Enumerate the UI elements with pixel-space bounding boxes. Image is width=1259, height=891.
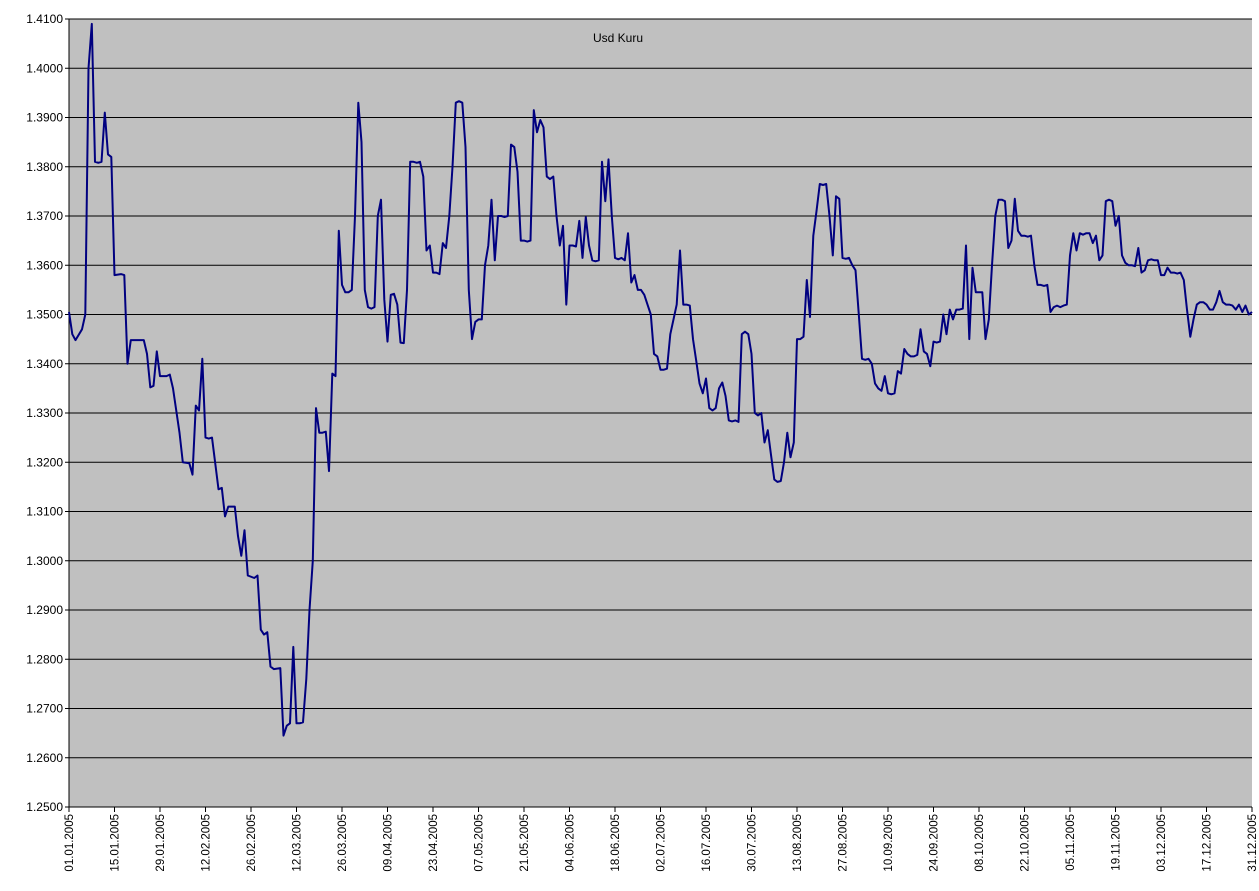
- y-tick-label: 1.3200: [26, 455, 63, 469]
- y-tick-label: 1.2900: [26, 603, 63, 617]
- x-axis-tick-labels: 01.01.2005 15.01.2005 29.01.2005 12.02.2005…: [64, 814, 1259, 872]
- x-tick-label: 09.04.2005: [383, 814, 395, 872]
- chart-title: Usd Kuru: [593, 31, 643, 45]
- y-tick-label: 1.4100: [26, 12, 63, 26]
- x-tick-label: 17.12.2005: [1202, 814, 1214, 872]
- axes: [65, 18, 1253, 812]
- x-tick-label: 01.01.2005: [64, 814, 76, 872]
- y-tick-label: 1.2700: [26, 702, 63, 716]
- x-tick-label: 24.09.2005: [929, 814, 941, 872]
- x-tick-label: 30.07.2005: [747, 814, 759, 872]
- y-tick-label: 1.3000: [26, 554, 63, 568]
- x-tick-label: 12.03.2005: [292, 814, 304, 872]
- y-tick-label: 1.3600: [26, 258, 63, 272]
- x-tick-label: 12.02.2005: [201, 814, 213, 872]
- series-line: [68, 22, 1253, 737]
- x-tick-label: 15.01.2005: [110, 814, 122, 872]
- y-tick-label: 1.4000: [26, 61, 63, 75]
- y-tick-label: 1.3800: [26, 160, 63, 174]
- x-tick-label: 27.08.2005: [838, 814, 850, 872]
- x-tick-label: 13.08.2005: [792, 814, 804, 872]
- x-tick-label: 08.10.2005: [974, 814, 986, 872]
- x-tick-label: 07.05.2005: [474, 814, 486, 872]
- y-tick-label: 1.3400: [26, 357, 63, 371]
- x-tick-label: 18.06.2005: [610, 814, 622, 872]
- x-tick-label: 03.12.2005: [1156, 814, 1168, 872]
- x-tick-label: 26.02.2005: [246, 814, 258, 872]
- y-tick-label: 1.3900: [26, 111, 63, 125]
- y-tick-label: 1.2500: [26, 800, 63, 814]
- y-tick-label: 1.3100: [26, 505, 63, 519]
- gridlines: [69, 18, 1252, 759]
- y-tick-label: 1.3500: [26, 308, 63, 322]
- y-tick-label: 1.3300: [26, 406, 63, 420]
- y-tick-label: 1.3700: [26, 209, 63, 223]
- x-tick-label: 23.04.2005: [428, 814, 440, 872]
- y-tick-label: 1.2600: [26, 751, 63, 765]
- x-tick-label: 10.09.2005: [883, 814, 895, 872]
- x-tick-label: 29.01.2005: [155, 814, 167, 872]
- x-tick-label: 05.11.2005: [1065, 814, 1077, 871]
- x-tick-label: 31.12.2005: [1247, 814, 1259, 872]
- x-tick-label: 02.07.2005: [656, 814, 668, 872]
- y-axis-tick-labels: 1.2500 1.2600 1.2700 1.2800 1.2900 1.3000 1.31…: [26, 12, 63, 814]
- x-tick-label: 21.05.2005: [519, 814, 531, 872]
- x-tick-label: 22.10.2005: [1020, 814, 1032, 872]
- x-tick-label: 26.03.2005: [337, 814, 349, 872]
- y-tick-label: 1.2800: [26, 652, 63, 666]
- x-tick-label: 16.07.2005: [701, 814, 713, 872]
- x-tick-label: 19.11.2005: [1111, 814, 1123, 871]
- x-tick-label: 04.06.2005: [565, 814, 577, 872]
